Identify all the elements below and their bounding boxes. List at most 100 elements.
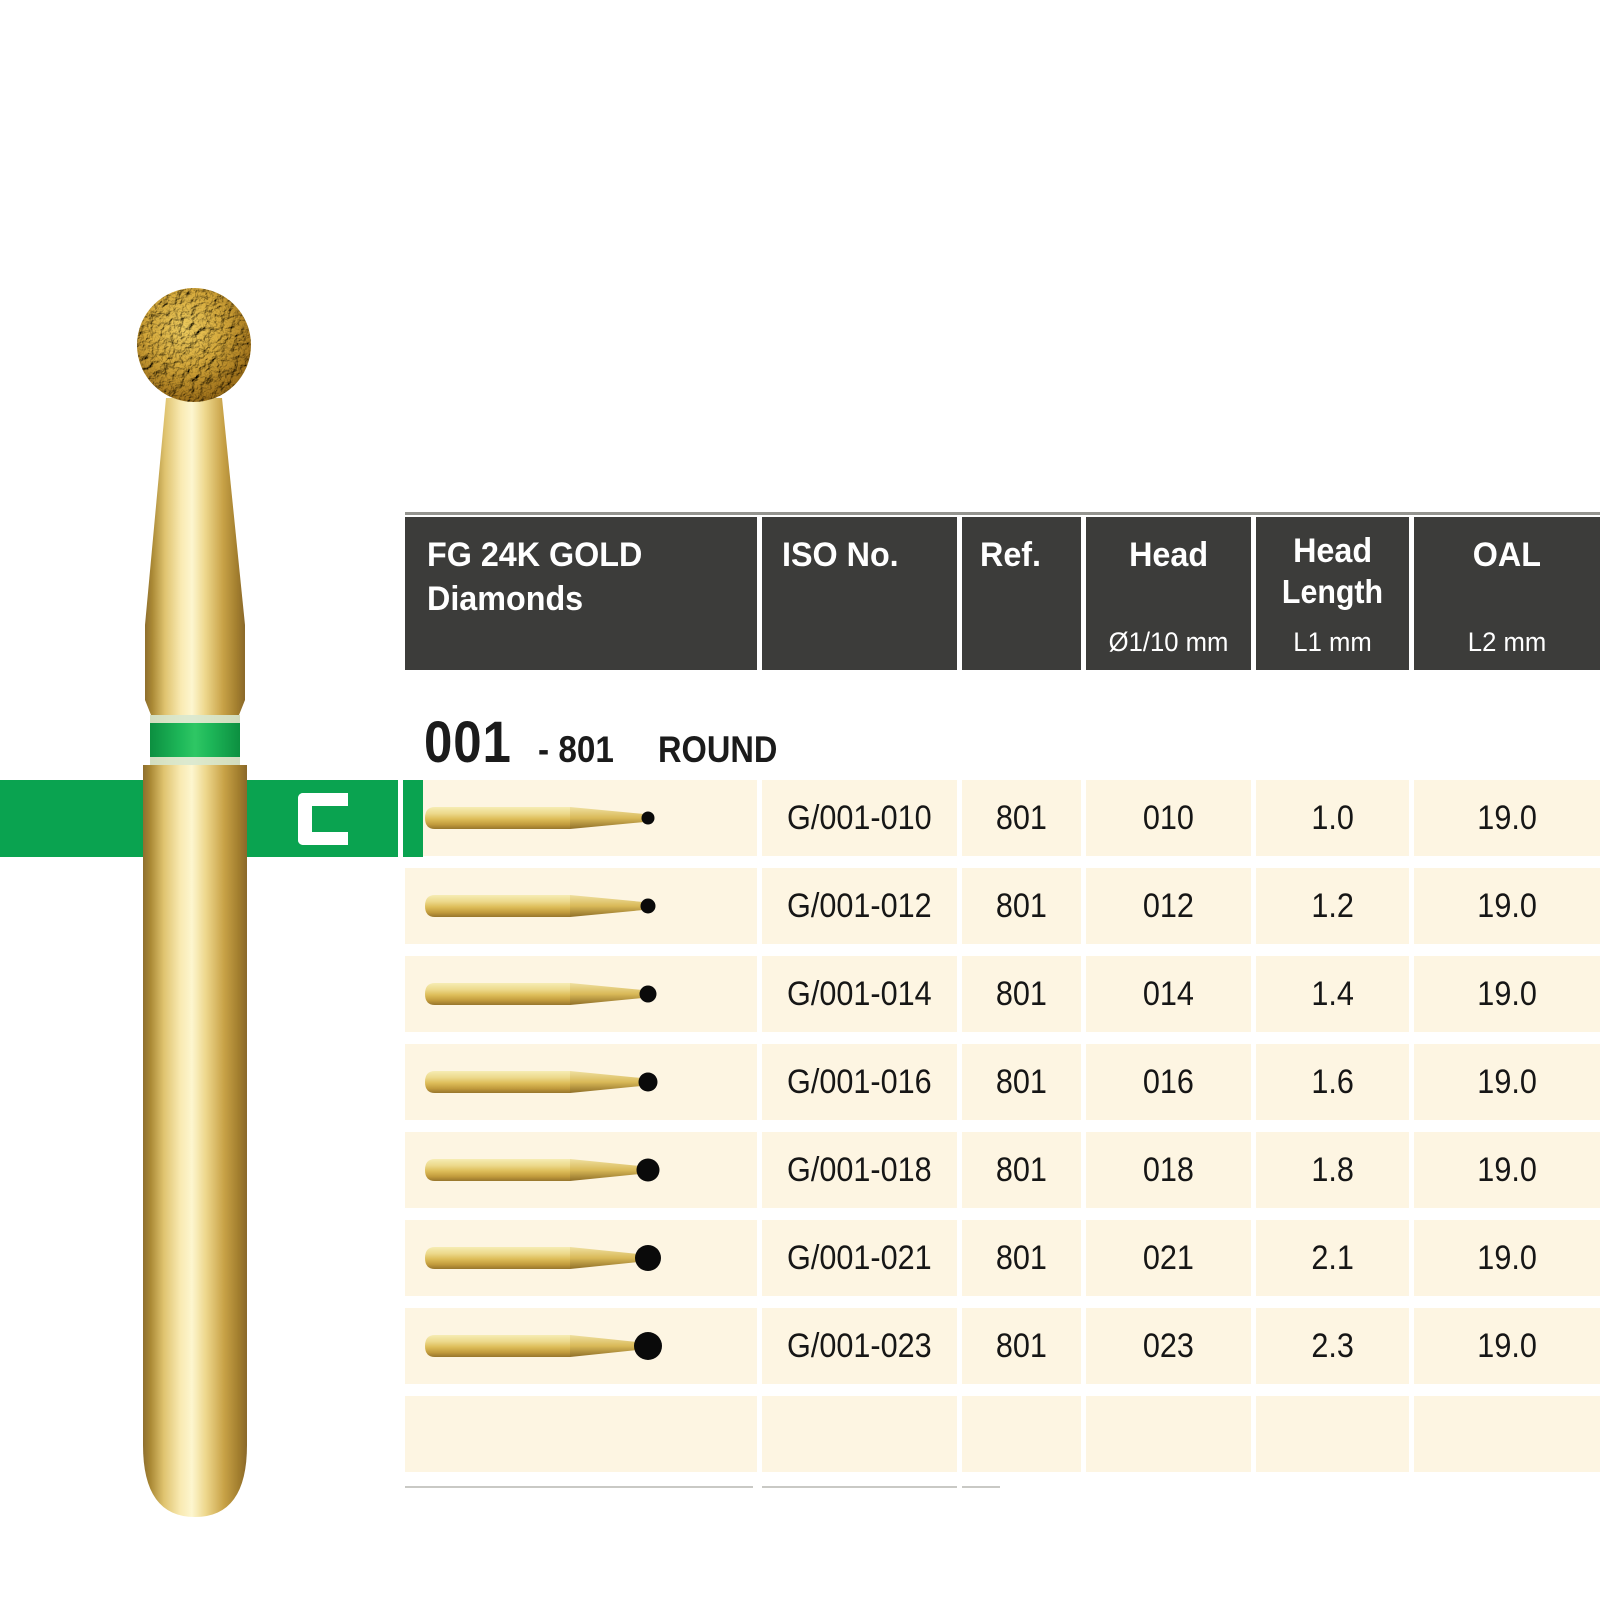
- head-length-value: 2.3: [1311, 1326, 1354, 1365]
- ref-cell: 801: [962, 1220, 1081, 1296]
- bur-icon-cell: [405, 1044, 757, 1120]
- bur-icon-cell: [405, 1308, 757, 1384]
- head-diameter-value: 012: [1142, 886, 1195, 925]
- ref-value: 801: [995, 974, 1048, 1013]
- round-bur-icon: [425, 983, 657, 1005]
- header-ref: Ref.: [962, 517, 1081, 670]
- oal-cell: 19.0: [1414, 1044, 1600, 1120]
- header-head-length: Head Length L1 mm: [1256, 517, 1409, 670]
- table-bottom-border: [762, 1486, 957, 1488]
- ref-value: 801: [995, 1150, 1048, 1189]
- head-diameter-cell: 018: [1086, 1132, 1251, 1208]
- shape-iso-ref: - 801: [537, 729, 614, 770]
- round-bur-icon: [425, 895, 656, 917]
- ref-cell: [962, 1396, 1081, 1472]
- oal-cell: 19.0: [1414, 780, 1600, 856]
- oal-value: 19.0: [1477, 1062, 1537, 1101]
- head-diameter-cell: 023: [1086, 1308, 1251, 1384]
- oal-cell: 19.0: [1414, 1308, 1600, 1384]
- bur-diamond-ball: [137, 288, 251, 402]
- product-title-line2: Diamonds: [427, 580, 584, 618]
- head-diameter-unit: Ø1/10 mm: [1108, 627, 1229, 657]
- head-length-unit: L1 mm: [1293, 627, 1372, 657]
- round-bur-icon: [425, 1158, 660, 1182]
- ref-cell: 801: [962, 780, 1081, 856]
- iso-no-value: G/001-010: [787, 798, 932, 837]
- iso-no-cell: G/001-021: [762, 1220, 957, 1296]
- head-diameter-value: 010: [1142, 798, 1195, 837]
- bur-icon-cell: [405, 868, 757, 944]
- ref-cell: 801: [962, 1132, 1081, 1208]
- bur-icon-cell: [405, 956, 757, 1032]
- bur-icon-cell: [405, 780, 757, 856]
- table-row: G/001-023 801 023 2.3 19.0: [0, 1308, 1600, 1384]
- table-row: G/001-014 801 014 1.4 19.0: [0, 956, 1600, 1032]
- ref-value: 801: [995, 1238, 1048, 1277]
- head-length-cell: [1256, 1396, 1409, 1472]
- head-diameter-value: 014: [1142, 974, 1195, 1013]
- oal-cell: 19.0: [1414, 1220, 1600, 1296]
- bur-shoulder: [145, 625, 245, 715]
- head-length-cell: 1.8: [1256, 1132, 1409, 1208]
- oal-cell: 19.0: [1414, 1132, 1600, 1208]
- oal-value: 19.0: [1477, 798, 1537, 837]
- bur-icon-cell: [405, 1396, 757, 1472]
- header-iso-no: ISO No.: [762, 517, 957, 670]
- shape-name: ROUND: [658, 729, 778, 770]
- iso-no-value: G/001-016: [787, 1062, 932, 1101]
- header-head-diameter: Head Ø1/10 mm: [1086, 517, 1251, 670]
- head-length-cell: 1.4: [1256, 956, 1409, 1032]
- head-length-value: 1.4: [1311, 974, 1354, 1013]
- iso-no-cell: [762, 1396, 957, 1472]
- ref-cell: 801: [962, 1308, 1081, 1384]
- section-title: 001 - 801 ROUND: [424, 712, 794, 774]
- table-bottom-border: [962, 1486, 1000, 1488]
- round-bur-icon: [425, 1332, 662, 1360]
- ref-cell: 801: [962, 1044, 1081, 1120]
- ref-cell: 801: [962, 868, 1081, 944]
- table-bottom-border: [405, 1486, 753, 1488]
- head-diameter-cell: [1086, 1396, 1251, 1472]
- round-bur-icon: [425, 1071, 658, 1093]
- head-diameter-value: 021: [1142, 1238, 1195, 1277]
- bur-product-photo: [137, 288, 251, 1517]
- bur-neck: [145, 398, 245, 625]
- header-product-title: FG 24K GOLD Diamonds: [405, 517, 757, 670]
- head-diameter-value: 018: [1142, 1150, 1195, 1189]
- ref-value: 801: [995, 886, 1048, 925]
- ref-value: 801: [995, 1062, 1048, 1101]
- iso-no-value: G/001-018: [787, 1150, 932, 1189]
- bur-shank: [143, 765, 247, 1517]
- head-length-cell: 1.2: [1256, 868, 1409, 944]
- grit-code-letter-c: [298, 793, 348, 845]
- header-oal: OAL L2 mm: [1414, 517, 1600, 670]
- head-length-value: 1.0: [1311, 798, 1354, 837]
- bur-ball-tip: [638, 1072, 658, 1092]
- bur-ball-tip: [635, 1245, 661, 1271]
- iso-no-cell: G/001-010: [762, 780, 957, 856]
- bur-green-ring: [150, 723, 240, 757]
- oal-value: 19.0: [1477, 1326, 1537, 1365]
- iso-no-cell: G/001-018: [762, 1132, 957, 1208]
- head-diameter-value: 023: [1142, 1326, 1195, 1365]
- oal-value: 19.0: [1477, 886, 1537, 925]
- bur-ball-tip: [634, 1332, 662, 1360]
- oal-value: 19.0: [1477, 1238, 1537, 1277]
- table-row: G/001-018 801 018 1.8 19.0: [0, 1132, 1600, 1208]
- iso-no-value: G/001-012: [787, 886, 932, 925]
- oal-cell: 19.0: [1414, 868, 1600, 944]
- head-length-value: 1.6: [1311, 1062, 1354, 1101]
- bur-ball-tip: [636, 1158, 660, 1182]
- head-length-value: 1.8: [1311, 1150, 1354, 1189]
- oal-value: 19.0: [1477, 974, 1537, 1013]
- table-top-border: [405, 512, 1600, 515]
- iso-no-cell: G/001-012: [762, 868, 957, 944]
- head-length-cell: 1.0: [1256, 780, 1409, 856]
- head-length-cell: 2.3: [1256, 1308, 1409, 1384]
- iso-no-value: G/001-023: [787, 1326, 932, 1365]
- shape-code: 001: [424, 710, 512, 775]
- iso-no-cell: G/001-016: [762, 1044, 957, 1120]
- head-length-value: 1.2: [1311, 886, 1354, 925]
- oal-unit: L2 mm: [1467, 627, 1547, 657]
